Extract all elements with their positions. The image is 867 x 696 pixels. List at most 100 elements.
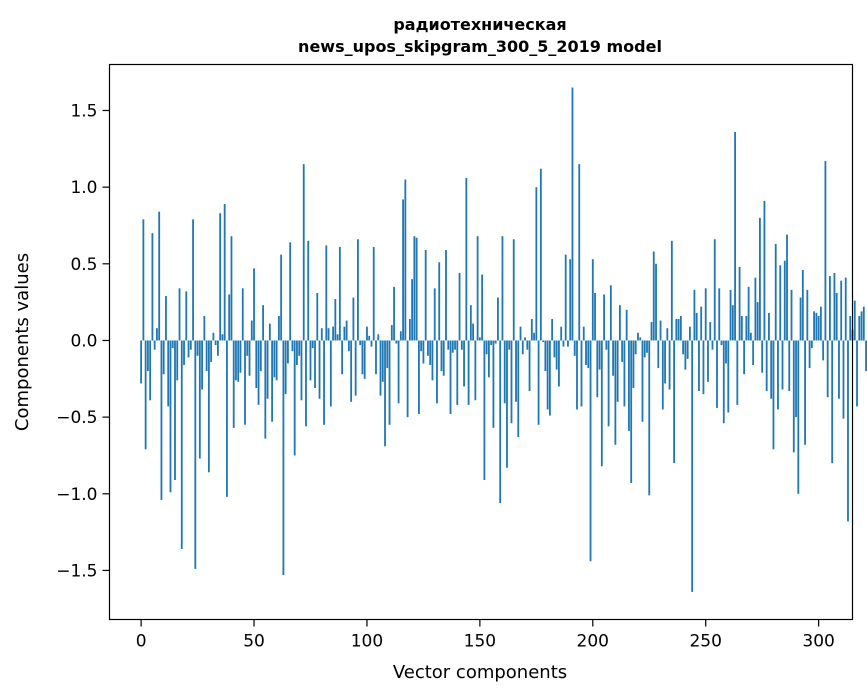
bar-121 [413,236,416,341]
bar-34 [217,340,219,356]
bar-242 [686,340,689,359]
bar-135 [445,250,447,341]
bar-208 [609,285,612,341]
bar-18 [180,340,183,549]
bar-49 [250,320,253,341]
bar-270 [749,332,752,341]
bar-14 [171,340,174,349]
bar-16 [176,340,179,381]
bar-194 [578,164,581,341]
bar-263 [734,131,736,341]
bar-182 [551,319,554,341]
x-tick-label-200: 200 [577,632,609,652]
bar-79 [318,340,321,399]
bar-74 [307,240,310,341]
bar-65 [287,340,289,364]
bar-180 [546,340,549,410]
bar-278 [768,312,770,341]
bar-256 [718,288,721,341]
bar-190 [569,259,572,341]
bar-287 [788,340,791,392]
bar-239 [679,315,682,341]
bar-50 [253,268,255,341]
bar-19 [183,340,185,365]
bar-304 [826,340,829,398]
bar-11 [165,296,167,341]
bar-168 [519,326,522,341]
bar-96 [357,239,359,341]
bar-245 [693,289,696,341]
bar-268 [745,315,748,341]
y-tick-label-3: 0.0 [70,331,97,351]
bar-191 [571,87,574,341]
bar-267 [743,340,746,375]
bar-221 [639,337,642,341]
bar-273 [756,302,759,341]
bar-60 [275,340,278,381]
bar-125 [422,340,425,364]
bar-47 [246,340,249,356]
bar-151 [481,274,484,341]
bar-275 [761,340,764,373]
bar-184 [555,340,558,370]
bar-150 [478,337,481,341]
y-tick-label-6: 1.5 [70,101,97,121]
bar-241 [684,340,687,370]
bar-167 [517,340,520,438]
bar-48 [248,340,251,376]
bar-7 [156,328,158,341]
bar-130 [433,288,436,341]
bar-236 [673,340,675,464]
bar-152 [483,340,486,480]
bar-172 [528,340,531,392]
bar-299 [815,312,818,341]
bar-1 [142,219,145,341]
bar-243 [688,326,691,341]
bar-155 [490,340,493,346]
x-tick-label-150: 150 [464,632,496,652]
bar-33 [214,340,217,346]
bar-32 [212,332,215,341]
bar-146 [469,305,472,341]
bar-140 [456,340,459,405]
bar-311 [842,340,845,419]
bar-226 [650,322,653,341]
bar-301 [819,306,822,341]
bar-283 [779,265,782,341]
bar-137 [449,340,452,415]
chart-title: радиотехническая news_upos_skipgram_300_… [298,15,662,56]
bar-173 [530,319,533,341]
bar-176 [537,340,540,425]
bar-5 [151,233,154,341]
bar-66 [289,242,292,341]
bar-201 [594,292,596,341]
bar-100 [366,326,368,341]
bar-253 [711,340,714,350]
bar-169 [521,340,524,355]
bar-218 [632,340,635,388]
bar-157 [494,340,497,344]
y-tick-label-0: −1.5 [56,561,97,581]
bar-202 [596,340,599,398]
bar-26 [198,340,201,459]
bar-318 [858,315,861,341]
bar-112 [393,286,395,341]
bar-258 [722,340,725,424]
x-tick-label-0: 0 [136,632,147,652]
bar-103 [372,246,375,341]
bar-308 [835,292,838,341]
bar-114 [397,340,400,404]
bar-279 [770,340,773,399]
bar-139 [454,340,456,350]
bar-136 [447,340,450,350]
bar-290 [795,340,797,418]
chart-title-line-2: news_upos_skipgram_300_5_2019 model [298,37,662,56]
bar-237 [675,319,678,341]
bar-21 [187,340,190,358]
bar-107 [381,340,384,382]
bar-77 [314,340,316,388]
bar-24 [194,340,197,569]
bar-0 [140,340,143,384]
x-tick-label-100: 100 [351,632,383,652]
